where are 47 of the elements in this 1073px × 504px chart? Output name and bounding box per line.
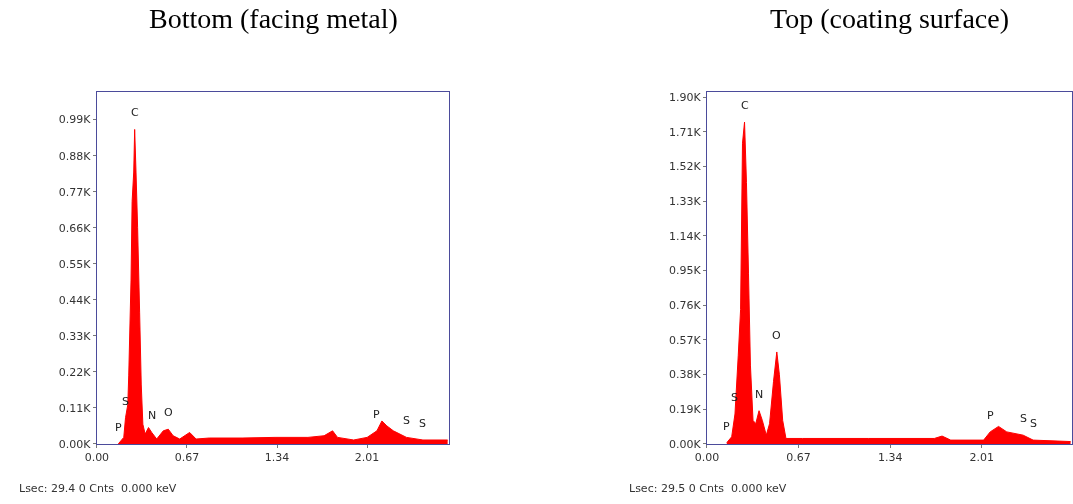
annotation: S	[403, 414, 410, 427]
y-tick-label: 0.76K	[668, 299, 702, 313]
y-tick-label: 0.11K	[58, 401, 92, 415]
x-tick-label: 0.00	[84, 451, 110, 465]
annotation: P	[723, 420, 730, 433]
y-tick-label: 0.99K	[58, 113, 92, 127]
y-tick-label: 0.00K	[668, 437, 702, 451]
annotation: S	[419, 417, 426, 430]
annotation: N	[148, 409, 157, 422]
annotation: N	[755, 388, 764, 401]
y-tick-label: 0.77K	[58, 185, 92, 199]
y-tick-label: 0.95K	[668, 264, 702, 278]
annotation: C	[131, 106, 139, 119]
x-tick-label: 1.34	[264, 451, 290, 465]
x-tick-label: 0.67	[174, 451, 200, 465]
x-tick-label: 0.00	[694, 451, 720, 465]
x-tick-label: 2.01	[969, 451, 994, 465]
annotation: O	[772, 329, 781, 342]
y-tick-label: 0.19K	[668, 403, 702, 417]
annotation: C	[741, 99, 749, 112]
text: Lsec: 29.4 0 Cnts 0.000 keV	[19, 482, 177, 495]
chart-title: Top (coating surface)	[770, 3, 1010, 34]
y-tick-label: 0.66K	[58, 221, 92, 235]
y-tick-label: 0.44K	[58, 293, 92, 307]
y-tick-label: 0.33K	[58, 329, 92, 343]
y-tick-label: 0.00K	[58, 437, 92, 451]
y-tick-label: 0.88K	[58, 149, 92, 163]
annotation: S	[1030, 417, 1037, 430]
annotation: O	[164, 406, 173, 419]
y-tick-label: 1.90K	[668, 91, 702, 105]
text: Lsec: 29.5 0 Cnts 0.000 keV	[629, 482, 787, 495]
y-tick-label: 1.52K	[668, 160, 702, 174]
y-tick-label: 1.14K	[668, 229, 702, 243]
annotation: P	[373, 408, 380, 421]
y-tick-label: 0.22K	[58, 365, 92, 379]
x-tick-label: 1.34	[877, 451, 903, 465]
x-tick-label: 0.67	[786, 451, 811, 465]
annotation: P	[115, 421, 122, 434]
y-tick-label: 0.38K	[668, 368, 702, 382]
x-tick-label: 2.01	[354, 451, 380, 465]
y-tick-label: 0.55K	[58, 257, 92, 271]
y-tick-label: 0.57K	[668, 333, 702, 347]
annotation: P	[987, 409, 994, 422]
annotation: S	[1020, 412, 1027, 425]
y-tick-label: 1.33K	[668, 195, 702, 209]
chart-title: Bottom (facing metal)	[149, 3, 398, 34]
y-tick-label: 1.71K	[668, 125, 702, 139]
